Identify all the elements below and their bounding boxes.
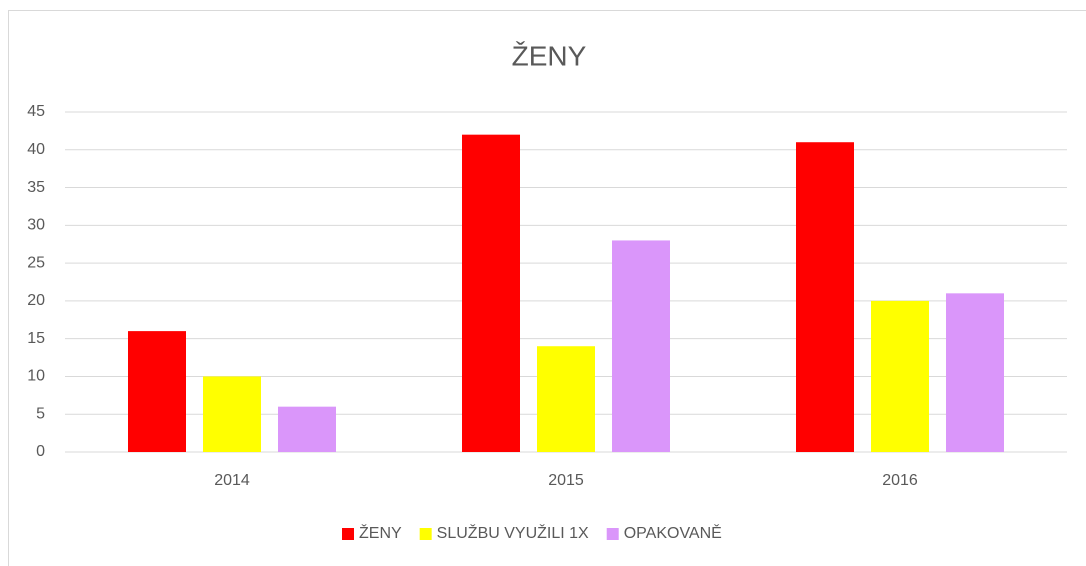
y-tick-label: 25	[27, 254, 45, 271]
x-tick-label: 2015	[548, 472, 584, 489]
legend-swatch	[342, 528, 354, 540]
bar	[871, 300, 929, 452]
bar	[946, 293, 1004, 452]
y-tick-label: 30	[27, 217, 45, 234]
y-tick-label: 0	[36, 443, 45, 460]
bar	[612, 240, 670, 452]
legend-label: SLUŽBU VYUŽILI 1X	[437, 523, 589, 542]
y-tick-label: 15	[27, 330, 45, 347]
x-tick-label: 2016	[882, 472, 918, 489]
y-tick-label: 20	[27, 292, 45, 309]
y-tick-label: 45	[27, 103, 45, 120]
bar	[462, 134, 520, 452]
bar	[537, 346, 595, 452]
y-tick-label: 5	[36, 405, 45, 422]
chart-frame	[8, 10, 1086, 566]
bar	[796, 142, 854, 452]
chart-title: ŽENY	[512, 40, 587, 71]
y-tick-label: 35	[27, 179, 45, 196]
bar	[278, 406, 336, 452]
legend-label: ŽENY	[359, 523, 402, 542]
legend-label: OPAKOVANĚ	[624, 523, 722, 542]
bar	[203, 376, 261, 452]
x-tick-label: 2014	[214, 472, 250, 489]
legend-swatch	[606, 528, 619, 540]
y-tick-label: 40	[27, 141, 45, 158]
y-tick-label: 10	[27, 368, 45, 385]
legend-swatch	[419, 528, 432, 540]
bar	[128, 331, 186, 452]
